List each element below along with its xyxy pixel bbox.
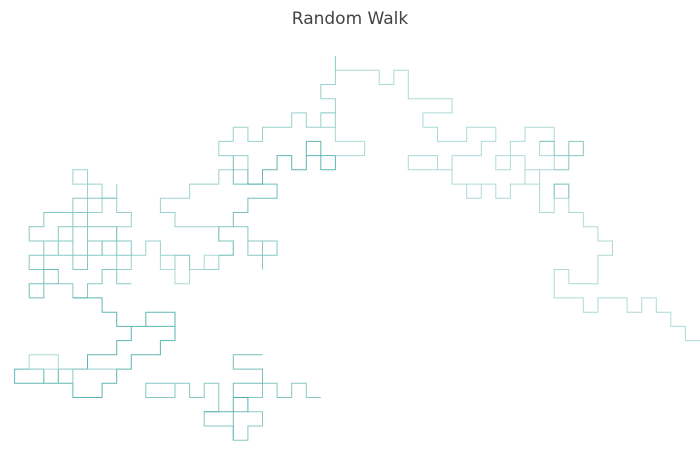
walk-path-segment (320, 112, 336, 128)
walk-path-segment (159, 254, 219, 285)
walk-path-segment (247, 140, 336, 185)
walk-path-segment (334, 127, 366, 157)
walk-path-segment (72, 56, 336, 270)
walk-path-segment (204, 397, 248, 413)
walk-path-segment (232, 155, 278, 227)
walk-path-segment (145, 382, 321, 441)
walk-path-segment (539, 140, 584, 171)
chart-title: Random Walk (292, 9, 409, 29)
walk-path-segment (174, 254, 191, 270)
walk-path-segment (72, 368, 117, 384)
walk-path-segment (334, 56, 700, 342)
walk-path-segment (232, 354, 263, 441)
walk-path-segment (218, 226, 278, 270)
walk-path-segment (28, 354, 74, 384)
walk-path-segment (14, 297, 176, 398)
walk-path-segment (28, 197, 132, 299)
plot-area (14, 56, 700, 441)
walk-path-segment (553, 183, 570, 199)
walk-path-segment (28, 269, 59, 299)
